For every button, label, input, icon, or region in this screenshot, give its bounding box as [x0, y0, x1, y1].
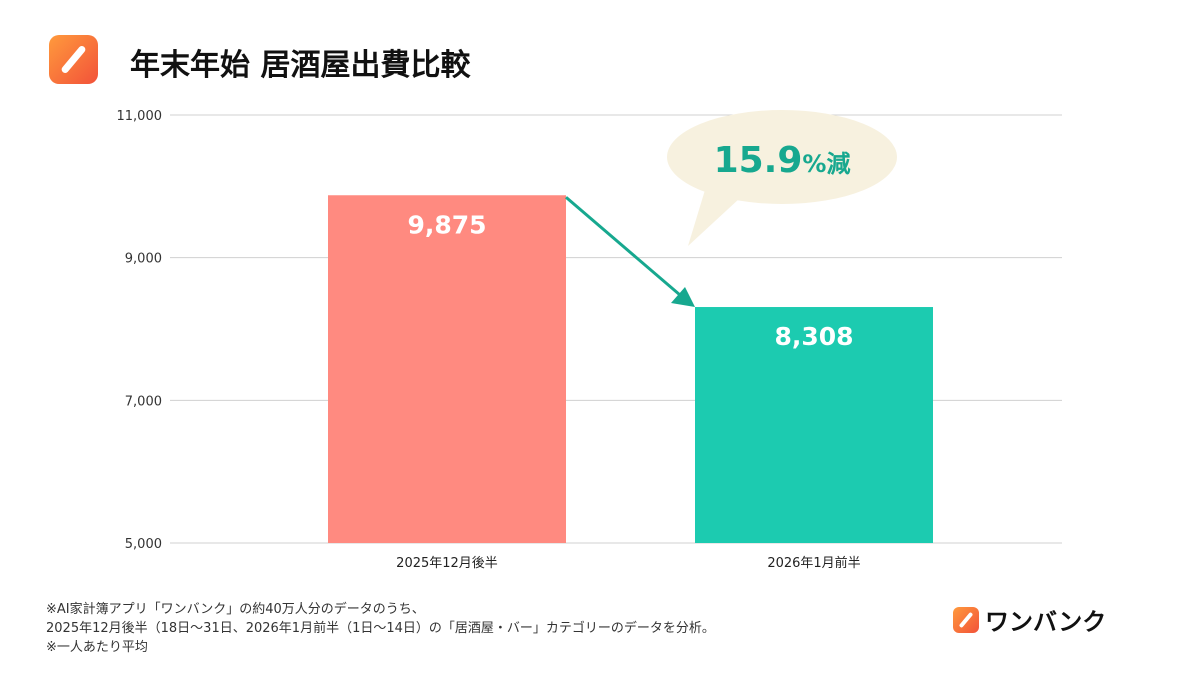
arrow-line: [565, 196, 688, 303]
brand-logo-icon: [953, 606, 979, 633]
footnote: 2025年12月後半（18日〜31日、2026年1月前半（1日〜14日）の「居酒…: [46, 621, 715, 636]
speech-bubble-tail: [688, 190, 740, 246]
bar: [695, 307, 933, 543]
y-tick-label: 5,000: [125, 537, 162, 552]
y-tick-label: 9,000: [125, 252, 162, 267]
footnotes: ※AI家計簿アプリ「ワンバンク」の約40万人分のデータのうち、 2025年12月…: [46, 600, 715, 657]
y-tick-label: 7,000: [125, 394, 162, 409]
annotation-text: 15.9%減: [714, 140, 851, 181]
footnote: ※一人あたり平均: [46, 640, 148, 655]
x-tick-label: 2026年1月前半: [767, 555, 860, 571]
footnote: ※AI家計簿アプリ「ワンバンク」の約40万人分のデータのうち、: [46, 602, 425, 617]
speech-bubble: [667, 110, 897, 204]
brand-name: ワンバンク: [985, 608, 1107, 636]
data-label: 8,308: [774, 322, 853, 351]
data-label: 9,875: [407, 210, 486, 239]
arrow-head-icon: [671, 287, 695, 308]
y-tick-label: 11,000: [117, 109, 163, 124]
brand: ワンバンク: [953, 602, 1106, 637]
page-title: 年末年始 居酒屋出費比較: [130, 48, 471, 83]
x-tick-label: 2025年12月後半: [396, 556, 498, 571]
app-logo-icon: [49, 35, 98, 84]
bar: [328, 195, 566, 543]
